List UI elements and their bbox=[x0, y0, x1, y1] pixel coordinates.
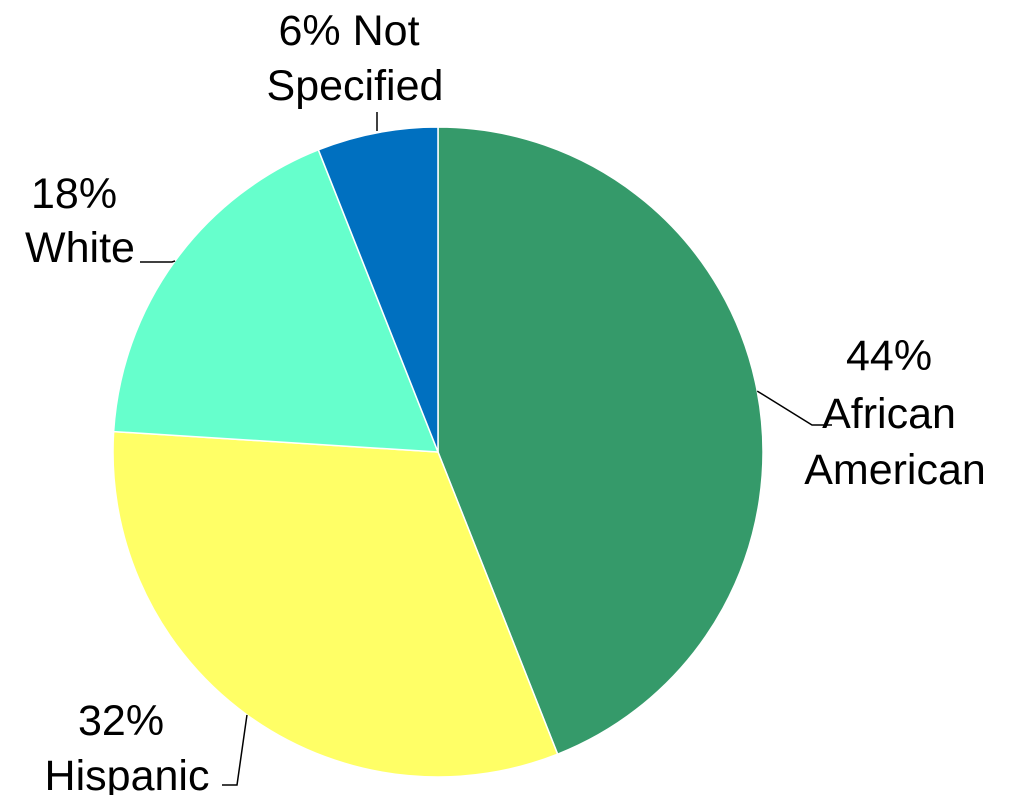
pie-slices bbox=[112, 126, 764, 778]
leader-lines bbox=[140, 112, 832, 786]
slice-african-american bbox=[437, 126, 764, 756]
slice-not-specified bbox=[317, 126, 439, 453]
slice-white bbox=[112, 148, 440, 453]
label-white: 18% White bbox=[25, 170, 135, 272]
leader-white bbox=[140, 260, 176, 263]
leader-african-american bbox=[756, 390, 832, 426]
label-african-american: 44% African American bbox=[804, 332, 986, 494]
slice-labels: 44% African American 32% Hispanic 18% Wh… bbox=[25, 7, 986, 795]
leader-hispanic bbox=[222, 714, 248, 786]
label-not-specified: 6% Not Specified bbox=[267, 7, 444, 110]
label-hispanic: 32% Hispanic bbox=[45, 697, 210, 795]
